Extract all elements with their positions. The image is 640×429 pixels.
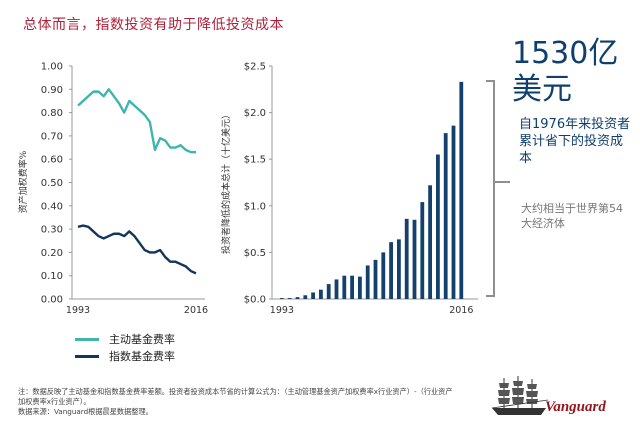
- bar-x-tick-label: 2016: [449, 305, 473, 316]
- bar-chart-bars: [280, 81, 464, 300]
- index-fund-series-line: [77, 224, 197, 275]
- savings-amount-line1: 1530亿: [512, 36, 619, 71]
- bar-2013: [436, 154, 440, 299]
- bar-chart-x-ticks: 1993 2016: [270, 305, 474, 316]
- line-y-tick-label: 0.30: [41, 225, 63, 236]
- economy-comparison: 大约相当于世界第54大经济体: [521, 202, 623, 230]
- line-chart-series: [77, 88, 197, 275]
- bar-2009: [404, 218, 409, 299]
- line-y-tick-label: 0.50: [41, 178, 63, 189]
- bar-1994: [287, 298, 292, 299]
- line-y-tick-label: 0.90: [41, 85, 63, 96]
- bar-2014: [443, 133, 448, 299]
- line-y-tick-label: 0.20: [41, 248, 63, 259]
- bar-2003: [358, 276, 362, 299]
- bar-2008: [397, 239, 401, 299]
- footnote-formula: 注：数据反映了主动基金和指数基金费率差额。投资者投资成本节省的计算公式为：（主动…: [18, 387, 453, 406]
- cost-savings-bar-chart: $0.0 $0.5 $1.0 $1.5 $2.0 $2.5 1993 2016 投资者降低的…: [220, 62, 478, 316]
- bar-2015: [451, 125, 456, 299]
- bar-2016: [459, 81, 464, 300]
- legend-label-index: 指数基金费率: [109, 350, 175, 363]
- legend-label-active: 主动基金费率: [109, 333, 175, 346]
- line-y-tick-label: 0.40: [41, 201, 63, 212]
- bar-2002: [350, 275, 354, 299]
- bar-x-tick-label: 1993: [270, 305, 294, 316]
- bar-1993: [280, 298, 284, 299]
- savings-description: 自1976年来投资者累计省下的投资成本: [519, 117, 631, 166]
- bar-2000: [334, 279, 339, 299]
- bar-y-tick-label: $0.0: [244, 295, 266, 306]
- bar-1995: [295, 297, 300, 299]
- line-x-tick-label: 1993: [66, 305, 90, 316]
- bar-chart-y-ticks: $0.0 $0.5 $1.0 $1.5 $2.0 $2.5: [244, 62, 272, 306]
- active-fund-series-line: [77, 88, 196, 154]
- bar-y-tick-label: $1.0: [244, 201, 266, 212]
- savings-amount: 1530亿 美元: [512, 36, 618, 108]
- bar-2004: [365, 265, 370, 299]
- line-y-tick-label: 0.70: [41, 131, 63, 142]
- bar-1999: [326, 284, 331, 299]
- legend-item-active: 主动基金费率: [75, 331, 175, 347]
- bar-y-tick-label: $1.5: [244, 155, 266, 166]
- line-y-tick-label: 0.00: [41, 295, 63, 306]
- savings-amount-line2: 美元: [512, 72, 572, 107]
- line-y-tick-label: 0.60: [41, 155, 63, 166]
- vanguard-logo: [490, 372, 640, 422]
- bar-2012: [428, 185, 432, 299]
- page-title: 总体而言，指数投资有助于降低投资成本: [23, 17, 284, 33]
- line-chart-y-label: 资产加权费率%: [17, 150, 29, 213]
- bar-1998: [319, 289, 323, 299]
- legend-swatch-active: [75, 337, 99, 341]
- line-chart-y-ticks: 0.00 0.10 0.20 0.30 0.40 0.50 0.60 0.70 0.80 0.90…: [41, 62, 72, 306]
- bar-2011: [420, 202, 425, 299]
- ship-icon: [491, 376, 549, 415]
- bar-2001: [342, 275, 347, 299]
- brand-name: Vanguard: [545, 399, 606, 415]
- bracket-connector: [486, 80, 510, 297]
- bar-1996: [303, 295, 308, 299]
- bar-1997: [311, 292, 315, 299]
- bar-y-tick-label: $2.5: [244, 62, 266, 73]
- bar-2006: [381, 252, 386, 299]
- expense-ratio-line-chart: 0.00 0.10 0.20 0.30 0.40 0.50 0.60 0.70 0.80 0.90…: [17, 62, 208, 317]
- bar-2007: [389, 242, 393, 299]
- bar-y-tick-label: $0.5: [244, 248, 266, 259]
- line-y-tick-label: 0.80: [41, 108, 63, 119]
- legend-item-index: 指数基金费率: [75, 348, 175, 364]
- line-y-tick-label: 1.00: [41, 62, 63, 73]
- bar-2005: [373, 259, 378, 299]
- line-chart-x-ticks: 1993 2016: [66, 305, 208, 316]
- line-y-tick-label: 0.10: [41, 271, 63, 282]
- bar-2010: [412, 219, 417, 299]
- line-x-tick-label: 2016: [184, 305, 208, 316]
- footnote-source: 数据来源：Vanguard根据晨星数据整理。: [18, 407, 153, 416]
- bar-chart-y-label: 投资者降低的成本总计（十亿美元）: [220, 110, 232, 254]
- legend-swatch-index: [75, 354, 99, 358]
- bar-y-tick-label: $2.0: [244, 108, 266, 119]
- footnote: 注：数据反映了主动基金和指数基金费率差额。投资者投资成本节省的计算公式为：（主动…: [18, 387, 458, 417]
